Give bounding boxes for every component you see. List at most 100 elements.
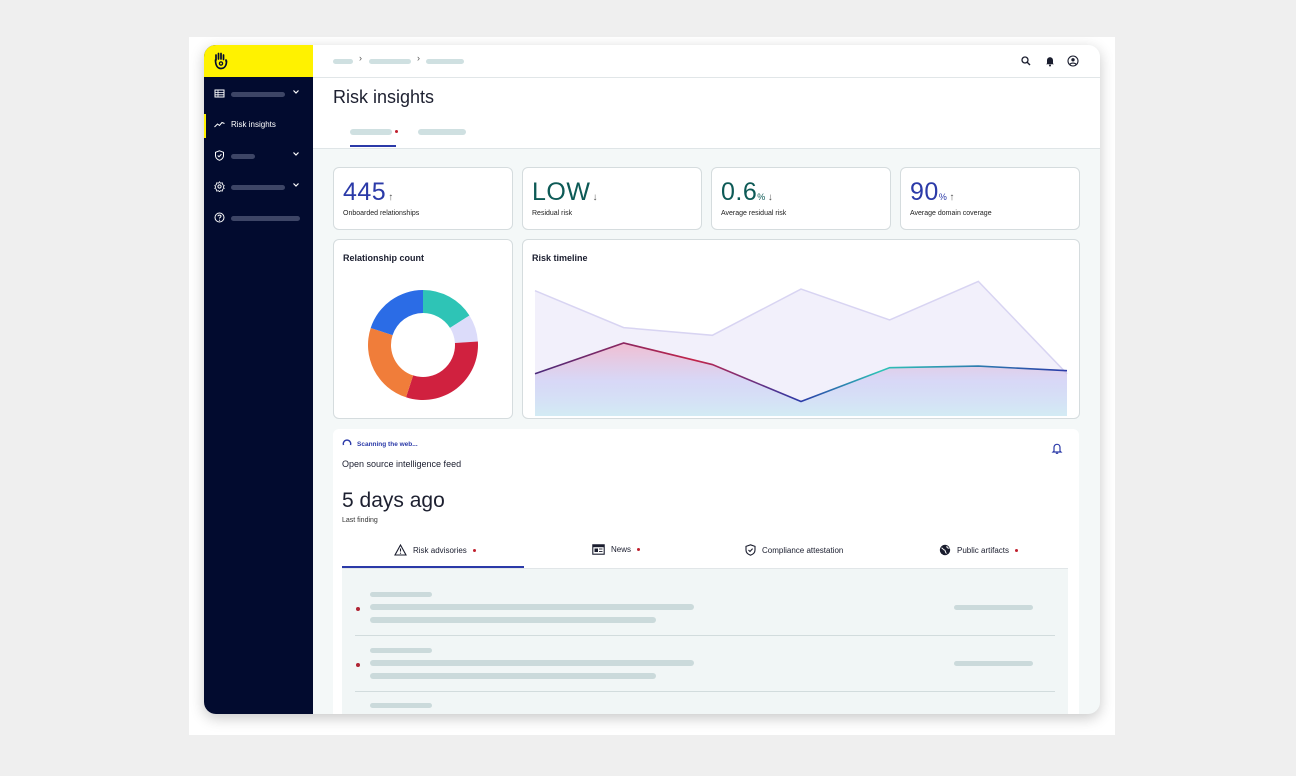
stat-number: 90 — [910, 178, 939, 206]
tab-compliance-attestation[interactable]: Compliance attestation — [745, 544, 843, 556]
tab-risk-advisories[interactable]: Risk advisories — [394, 544, 476, 556]
stat-value: 445 ↑ — [343, 178, 394, 207]
stat-card-average-residual-risk[interactable]: 0.6% ↓ Average residual risk — [711, 167, 891, 230]
bell-icon[interactable] — [1044, 55, 1056, 67]
breadcrumb-separator: › — [417, 53, 420, 63]
donut-slice-0[interactable] — [423, 290, 470, 328]
stat-card-domain-coverage[interactable]: 90% ↑ Average domain coverage — [900, 167, 1080, 230]
tab-label: Compliance attestation — [762, 545, 844, 555]
tab-alert-dot — [395, 130, 398, 133]
breadcrumb-item[interactable] — [333, 59, 353, 64]
sidebar-item-settings[interactable] — [204, 172, 313, 200]
risk-timeline-card[interactable]: Risk timeline — [522, 239, 1080, 419]
list-item-date — [954, 605, 1033, 610]
page-header: Risk insights — [313, 78, 1100, 149]
help-icon — [214, 212, 225, 223]
last-finding-time: 5 days ago — [342, 489, 445, 512]
trend-icon — [214, 121, 225, 128]
trend-up-icon: ↑ — [388, 192, 394, 203]
list-item-meta — [370, 592, 432, 597]
stat-unit: % — [757, 192, 766, 202]
card-title: Relationship count — [343, 253, 424, 263]
stat-card-residual-risk[interactable]: LOW ↓ Residual risk — [522, 167, 702, 230]
list-item[interactable] — [342, 645, 1068, 695]
donut-slice-3[interactable] — [368, 328, 414, 398]
tab-label: Risk advisories — [413, 545, 467, 555]
stat-label: Residual risk — [532, 210, 573, 217]
news-icon — [592, 544, 605, 555]
list-item-subtitle — [370, 673, 656, 679]
stat-label: Average domain coverage — [910, 210, 992, 217]
advisory-list — [342, 569, 1068, 714]
shield-check-icon — [745, 544, 756, 556]
globe-icon — [939, 544, 951, 556]
hand-logo-icon — [214, 52, 228, 70]
tab-secondary[interactable] — [418, 129, 466, 135]
stat-label: Average residual risk — [721, 210, 787, 217]
tab-label: Public artifacts — [957, 545, 1010, 555]
donut-slice-4[interactable] — [370, 290, 423, 336]
trend-up-icon: ↑ — [949, 192, 955, 203]
tab-news[interactable]: News — [592, 544, 641, 555]
list-divider — [355, 635, 1055, 636]
shield-icon — [215, 150, 224, 161]
tab-overview[interactable] — [350, 129, 392, 135]
user-avatar-icon[interactable] — [1067, 55, 1079, 67]
relationship-count-card[interactable]: Relationship count — [333, 239, 513, 419]
series-line-upper — [534, 280, 1068, 375]
breadcrumb-item — [426, 59, 464, 64]
donut-slice-1[interactable] — [450, 315, 478, 343]
series-line-lower — [534, 342, 1068, 403]
list-item-meta — [370, 703, 432, 708]
stat-number: LOW — [532, 178, 591, 206]
sidebar-item-security[interactable] — [204, 141, 313, 169]
list-item-title — [370, 660, 694, 666]
osint-feed-panel: Scanning the web... Open source intellig… — [333, 429, 1079, 714]
stat-label: Onboarded relationships — [343, 210, 420, 217]
tab-alert-dot — [637, 548, 641, 551]
sidebar-item-risk-insights[interactable]: Risk insights — [204, 110, 313, 138]
gear-icon — [214, 181, 225, 192]
logo[interactable] — [204, 45, 313, 77]
relationship-donut-chart — [368, 290, 478, 400]
breadcrumb-separator: › — [359, 53, 362, 63]
series-area-lower — [535, 343, 1067, 416]
tab-label: News — [611, 545, 632, 554]
tab-public-artifacts[interactable]: Public artifacts — [939, 544, 1019, 556]
top-bar: › › — [313, 45, 1100, 78]
stat-number: 0.6 — [721, 178, 758, 206]
sidebar-item-placeholder — [231, 185, 285, 190]
sidebar-item-label: Risk insights — [231, 120, 276, 129]
stat-value: 0.6% ↓ — [721, 178, 773, 207]
list-item[interactable] — [342, 700, 1068, 714]
tab-active-indicator — [342, 566, 524, 568]
list-item-date — [954, 661, 1033, 666]
trend-down-icon: ↓ — [767, 192, 774, 203]
sidebar-item-placeholder — [231, 92, 285, 97]
donut-slice-2[interactable] — [406, 341, 478, 400]
sidebar: Risk insights — [204, 45, 313, 714]
chevron-down-icon — [293, 183, 299, 187]
search-icon[interactable] — [1020, 55, 1032, 67]
risk-timeline-chart — [534, 280, 1068, 416]
tabs-divider — [342, 568, 1068, 569]
list-item[interactable] — [342, 589, 1068, 639]
sidebar-item-table[interactable] — [204, 79, 313, 107]
bell-icon[interactable] — [1051, 442, 1063, 455]
sidebar-item-placeholder — [231, 216, 300, 221]
loading-spinner-icon — [342, 439, 352, 446]
list-item-meta — [370, 648, 432, 653]
last-finding-label: Last finding — [342, 517, 378, 524]
page-title: Risk insights — [333, 87, 435, 107]
sidebar-item-help[interactable] — [204, 203, 313, 231]
list-divider — [355, 691, 1055, 692]
stat-number: 445 — [343, 178, 387, 206]
scan-status: Scanning the web... — [357, 441, 418, 448]
sidebar-item-placeholder — [231, 154, 255, 159]
unread-dot — [356, 607, 360, 611]
list-item-title — [370, 604, 694, 610]
breadcrumb-item[interactable] — [369, 59, 411, 64]
chevron-down-icon — [293, 90, 299, 94]
stat-card-relationships[interactable]: 445 ↑ Onboarded relationships — [333, 167, 513, 230]
stat-unit: % — [938, 192, 948, 202]
